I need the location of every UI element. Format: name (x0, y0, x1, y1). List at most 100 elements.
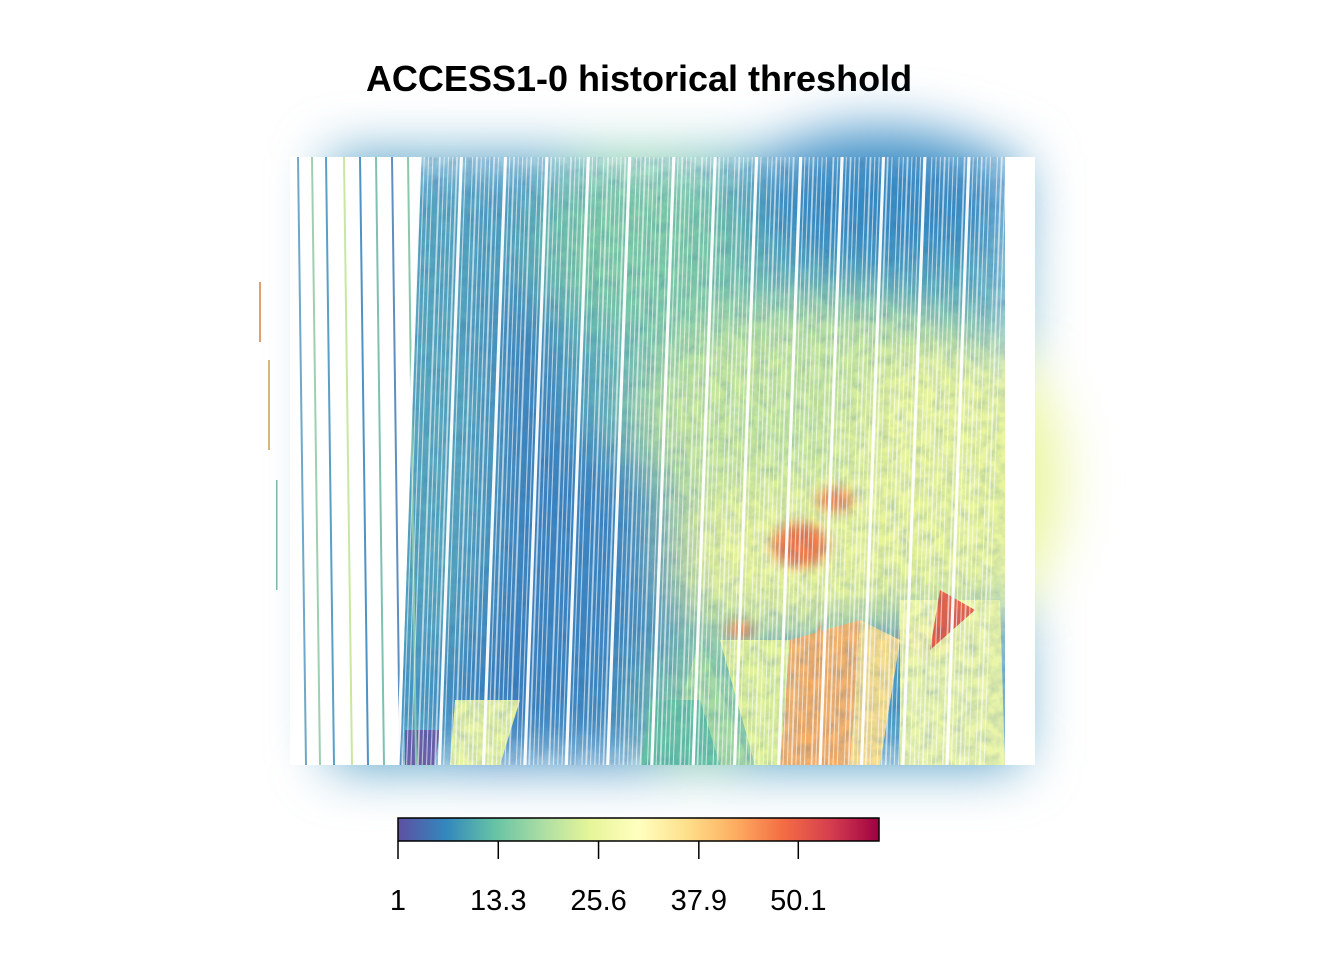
colorbar-tick-label: 13.3 (470, 885, 526, 917)
raster-gap-line (803, 156, 828, 766)
raster-gap-line (495, 156, 519, 766)
raster-gap-line (843, 156, 867, 766)
raster-gap-line (777, 156, 803, 766)
raster-gap-line (795, 156, 819, 766)
raster-gap-line (434, 156, 458, 766)
raster-gap-line (921, 156, 946, 766)
raster-gap-line (930, 156, 954, 766)
raster-column-strip (297, 156, 307, 766)
raster-gap-line (646, 156, 671, 766)
raster-gap-line (790, 156, 815, 766)
raster-gap-line (598, 156, 622, 766)
raster-gap-line (901, 156, 927, 766)
raster-gap-line (606, 156, 632, 766)
raster-gap-line (463, 156, 487, 766)
raster-gap-line (515, 156, 539, 766)
raster-gap-line (799, 156, 823, 766)
raster-column-strip (311, 156, 321, 766)
raster-gap-line (659, 156, 684, 766)
raster-gap-line (827, 156, 852, 766)
raster-gap-line (504, 156, 528, 766)
raster-gap-line (437, 156, 463, 766)
colorbar: 1 13.3 25.6 37.9 50.1 (390, 817, 880, 917)
raster-gap-line (528, 156, 553, 766)
raster-gap-line (401, 156, 425, 766)
raster-gap-line (491, 156, 515, 766)
raster-gap-line (745, 156, 769, 766)
raster-gap-line (520, 156, 544, 766)
raster-gap-line (696, 156, 721, 766)
colorbar-ticks: 1 13.3 25.6 37.9 50.1 (390, 841, 827, 917)
raster-gap-line (869, 156, 893, 766)
raster-gap-line (443, 156, 467, 766)
raster-gap-line (762, 156, 786, 766)
raster-gap-line (864, 156, 889, 766)
raster-gap-line (627, 156, 651, 766)
raster-gap-line (614, 156, 638, 766)
raster-gap-line (688, 156, 712, 766)
raster-gap-line (738, 156, 762, 766)
raster-gap-line (691, 156, 717, 766)
colorbar-tick-label: 25.6 (570, 885, 626, 917)
colorbar-tick-label: 1 (390, 885, 406, 917)
raster-gap-line (880, 156, 904, 766)
raster-gap-line (847, 156, 872, 766)
raster-gap-line (655, 156, 679, 766)
raster-gap-line (705, 156, 729, 766)
colorbar-tick-label: 37.9 (671, 885, 727, 917)
raster-gap-line (684, 156, 708, 766)
raster-column-strip (343, 156, 353, 766)
raster-gap-line (859, 156, 886, 766)
raster-gap-line (664, 156, 688, 766)
raster-gap-line (481, 156, 508, 766)
raster-map (259, 130, 1060, 766)
raster-gap-line (458, 156, 482, 766)
raster-gap-line (508, 156, 533, 766)
raster-gap-line (712, 156, 736, 766)
raster-gap-line (594, 156, 618, 766)
raster-gap-line (410, 156, 434, 766)
raster-gap-line (581, 156, 605, 766)
raster-gap-line (574, 156, 598, 766)
raster-gap-line (454, 156, 478, 766)
raster-gap-line (532, 156, 557, 766)
raster-gap-line (893, 156, 917, 766)
raster-gap-line (810, 156, 835, 766)
raster-gap-line (487, 156, 511, 766)
raster-gap-line (733, 156, 759, 766)
raster-gap-line (425, 156, 450, 766)
raster-gap-line (758, 156, 782, 766)
raster-gap-line (926, 156, 950, 766)
raster-gap-line (729, 156, 753, 766)
raster-gap-line (725, 156, 749, 766)
raster-gap-line (832, 156, 856, 766)
raster-gap-line (766, 156, 790, 766)
raster-gap-line (967, 156, 992, 766)
raster-gap-line (602, 156, 627, 766)
raster-gap-line (909, 156, 933, 766)
raster-gap-line (430, 156, 454, 766)
raster-gap-line (978, 156, 1003, 766)
raster-gap-line (618, 156, 642, 766)
raster-gap-line (770, 156, 795, 766)
raster-gap-line (913, 156, 937, 766)
raster-gap-line (782, 156, 806, 766)
raster-missing-data-stripes (290, 156, 1035, 766)
raster-left-slivers (259, 282, 278, 590)
raster-gap-line (983, 156, 1007, 766)
raster-gap-line (467, 156, 491, 766)
raster-gap-line (570, 156, 594, 766)
raster-gap-line (786, 156, 810, 766)
raster-empty-region (290, 157, 420, 765)
raster-gap-line (959, 156, 983, 766)
raster-gap-line (589, 156, 614, 766)
raster-gap-line (818, 156, 844, 766)
raster-column-strip (375, 156, 385, 766)
raster-gap-line (974, 156, 999, 766)
raster-gap-line (955, 156, 979, 766)
raster-gap-line (668, 156, 692, 766)
raster-gap-line (552, 156, 576, 766)
raster-gap-line (876, 156, 900, 766)
colorbar-gradient (397, 817, 880, 842)
